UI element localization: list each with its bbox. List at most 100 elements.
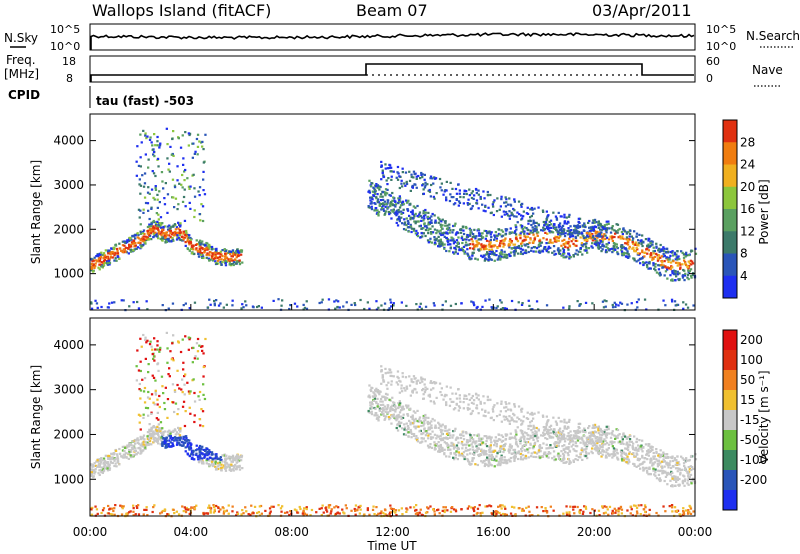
echo-cell	[613, 229, 616, 232]
echo-cell	[169, 227, 172, 230]
echo-cell	[523, 435, 526, 438]
echo-cell	[156, 206, 159, 209]
echo-cell	[390, 305, 393, 308]
echo-cell	[193, 215, 196, 219]
echo-cell	[543, 429, 546, 432]
echo-cell	[376, 209, 379, 212]
echo-cell	[419, 236, 422, 239]
echo-cell	[493, 444, 496, 447]
echo-cell	[610, 442, 613, 445]
echo-cell	[462, 434, 465, 437]
echo-cell	[171, 233, 174, 236]
echo-cell	[626, 243, 630, 246]
echo-cell	[161, 385, 164, 388]
echo-cell	[95, 255, 98, 258]
echo-cell	[617, 253, 620, 256]
echo-cell	[691, 273, 695, 276]
echo-cell	[413, 173, 416, 176]
echo-cell	[99, 254, 102, 257]
echo-cell	[504, 205, 508, 208]
echo-cell	[642, 469, 645, 472]
echo-cell	[395, 221, 398, 224]
echo-cell	[94, 259, 98, 262]
echo-cell	[489, 241, 492, 244]
echo-cell	[433, 236, 436, 239]
echo-cell	[106, 467, 109, 470]
echo-cell	[98, 259, 101, 262]
echo-cell	[156, 362, 160, 365]
echo-cell	[527, 299, 530, 302]
echo-cell	[113, 259, 116, 262]
echo-cell	[171, 302, 175, 305]
echo-cell	[370, 185, 373, 188]
echo-cell	[215, 453, 218, 456]
echo-cell	[103, 464, 106, 467]
echo-cell	[673, 251, 676, 254]
echo-cell	[183, 188, 186, 191]
echo-cell	[647, 246, 650, 249]
echo-cell	[591, 431, 595, 434]
echo-cell	[221, 454, 224, 457]
echo-cell	[126, 239, 129, 242]
echo-cell	[382, 407, 385, 410]
echo-cell	[370, 405, 373, 409]
echo-cell	[581, 458, 584, 461]
echo-cell	[490, 456, 494, 459]
echo-cell	[189, 390, 192, 393]
echo-cell	[467, 460, 470, 463]
echo-cell	[111, 256, 114, 259]
echo-cell	[515, 235, 518, 238]
echo-cell	[90, 463, 93, 466]
echo-cell	[534, 225, 537, 228]
echo-cell	[466, 453, 469, 456]
echo-cell	[90, 474, 93, 477]
echo-cell	[448, 448, 451, 451]
echo-cell	[383, 200, 386, 203]
echo-cell	[673, 273, 677, 276]
echo-cell	[605, 250, 608, 254]
echo-cell	[376, 186, 379, 189]
echo-cell	[631, 241, 634, 244]
echo-cell	[148, 430, 151, 433]
echo-cell	[584, 225, 587, 229]
echo-cell	[499, 299, 502, 302]
echo-cell	[454, 251, 457, 254]
echo-cell	[422, 417, 425, 420]
echo-cell	[452, 196, 455, 199]
echo-cell	[500, 457, 503, 460]
echo-cell	[509, 227, 512, 230]
echo-cell	[493, 439, 496, 442]
echo-cell	[392, 196, 395, 199]
echo-cell	[154, 389, 157, 392]
echo-cell	[160, 226, 163, 229]
echo-cell	[665, 250, 668, 254]
echo-cell	[227, 258, 230, 261]
echo-cell	[473, 235, 476, 238]
echo-cell	[393, 416, 396, 419]
echo-cell	[617, 236, 620, 239]
echo-cell	[549, 219, 553, 222]
echo-cell	[389, 301, 393, 304]
echo-cell	[462, 250, 466, 253]
echo-cell	[538, 238, 542, 241]
echo-cell	[168, 234, 171, 237]
echo-cell	[620, 244, 623, 247]
echo-cell	[500, 447, 504, 450]
echo-cell	[455, 198, 458, 201]
echo-cell	[461, 238, 465, 241]
echo-cell	[380, 407, 383, 410]
echo-cell	[600, 235, 603, 238]
echo-cell	[188, 234, 191, 237]
echo-cell	[336, 305, 339, 309]
echo-cell	[207, 452, 211, 455]
echo-cell	[410, 436, 413, 439]
echo-cell	[637, 447, 640, 450]
echo-cell	[460, 440, 464, 444]
echo-cell	[582, 430, 585, 433]
echo-cell	[627, 253, 630, 256]
echo-cell	[138, 421, 141, 424]
echo-cell	[404, 184, 407, 187]
echo-cell	[389, 408, 392, 411]
echo-cell	[200, 408, 203, 411]
echo-cell	[120, 299, 123, 302]
